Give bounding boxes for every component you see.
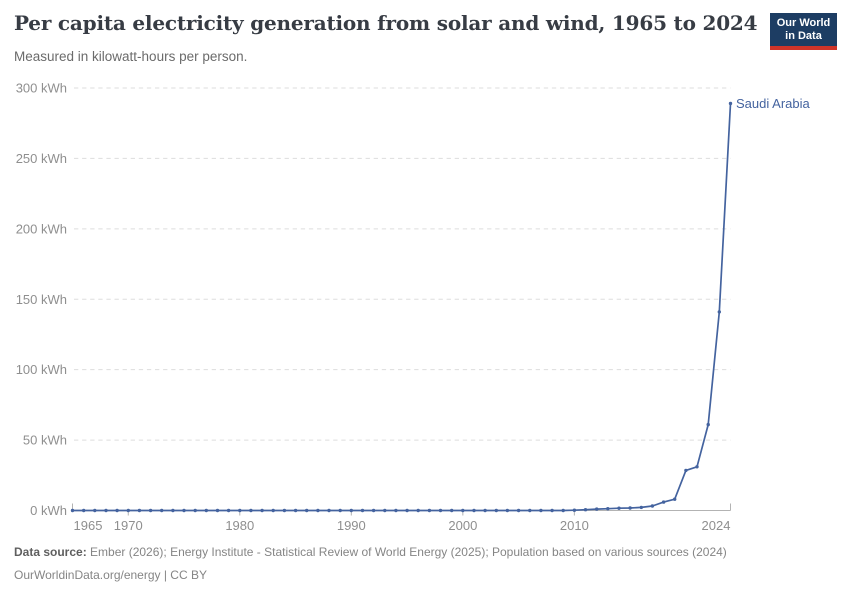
y-axis-tick-label: 0 kWh xyxy=(30,503,67,518)
data-source-label: Data source: xyxy=(14,545,87,559)
data-point-marker xyxy=(650,504,655,508)
data-point-marker xyxy=(606,507,610,511)
y-axis-tick-label: 200 kWh xyxy=(16,221,67,236)
data-point-marker xyxy=(305,508,309,513)
data-point-marker xyxy=(371,508,376,513)
y-axis-tick-label: 250 kWh xyxy=(16,151,67,166)
data-point-marker xyxy=(416,508,420,513)
data-point-marker xyxy=(583,508,588,512)
data-point-marker xyxy=(160,508,164,513)
data-point-marker xyxy=(148,508,153,513)
chart-footer: Data source: Ember (2026); Energy Instit… xyxy=(14,545,834,591)
data-point-marker xyxy=(360,508,365,513)
data-point-marker xyxy=(93,508,97,513)
data-point-marker xyxy=(204,508,208,513)
data-point-marker xyxy=(137,508,142,513)
data-point-marker xyxy=(472,508,476,513)
data-point-marker xyxy=(327,508,331,513)
data-point-marker xyxy=(494,508,498,513)
data-point-marker xyxy=(639,505,643,510)
chart-subtitle: Measured in kilowatt-hours per person. xyxy=(14,49,248,64)
data-point-marker xyxy=(82,508,86,513)
data-point-marker xyxy=(617,506,621,510)
x-axis-tick-label: 2010 xyxy=(560,518,589,533)
data-point-marker xyxy=(628,506,632,510)
data-point-marker xyxy=(115,508,119,513)
data-point-marker xyxy=(450,508,454,513)
data-source-text: Ember (2026); Energy Institute - Statist… xyxy=(86,545,727,559)
data-point-marker xyxy=(684,468,688,473)
x-axis-tick-label: 2024 xyxy=(702,518,731,533)
data-point-marker xyxy=(271,508,275,513)
data-point-marker xyxy=(427,508,432,513)
data-point-marker xyxy=(394,508,398,513)
data-point-marker xyxy=(238,508,242,513)
data-point-marker xyxy=(349,508,353,513)
data-source-line: Data source: Ember (2026); Energy Instit… xyxy=(14,545,834,559)
data-point-marker xyxy=(104,508,108,513)
data-point-marker xyxy=(516,508,521,513)
data-point-marker xyxy=(282,508,287,513)
data-point-marker xyxy=(661,500,666,504)
y-axis-tick-label: 50 kWh xyxy=(23,433,67,448)
data-point-marker xyxy=(595,507,599,511)
x-axis-tick-label: 2000 xyxy=(448,518,477,533)
data-point-marker xyxy=(193,508,197,513)
data-point-marker xyxy=(226,508,231,513)
owid-logo-line1: Our World xyxy=(776,16,831,29)
x-axis-tick-label: 1965 xyxy=(74,518,103,533)
data-point-marker xyxy=(249,508,253,513)
data-point-marker xyxy=(561,508,565,513)
data-point-marker xyxy=(316,508,320,513)
license-line: OurWorldinData.org/energy | CC BY xyxy=(14,568,207,582)
data-point-marker xyxy=(483,508,487,513)
owid-logo-line2: in Data xyxy=(785,29,822,42)
data-point-marker xyxy=(550,508,554,513)
data-point-marker xyxy=(728,101,733,106)
x-axis-tick-label: 1980 xyxy=(225,518,254,533)
data-point-marker xyxy=(438,508,443,513)
data-point-marker xyxy=(717,310,721,314)
data-point-marker xyxy=(572,508,577,512)
data-point-marker xyxy=(293,508,298,513)
data-point-marker xyxy=(706,422,710,427)
data-point-marker xyxy=(383,508,387,513)
data-point-marker xyxy=(70,508,75,513)
y-axis-tick-label: 300 kWh xyxy=(16,81,67,96)
data-point-marker xyxy=(539,508,543,513)
data-point-marker xyxy=(405,508,409,513)
data-point-marker xyxy=(461,508,465,513)
data-point-marker xyxy=(505,508,510,513)
data-point-marker xyxy=(673,497,677,501)
data-point-marker xyxy=(126,508,130,513)
data-point-marker xyxy=(338,508,342,513)
data-point-marker xyxy=(182,508,186,513)
data-point-marker xyxy=(260,508,264,513)
chart-title: Per capita electricity generation from s… xyxy=(14,11,758,35)
x-axis-tick-label: 1990 xyxy=(337,518,366,533)
owid-logo: Our World in Data xyxy=(770,13,837,50)
x-axis-tick-label: 1970 xyxy=(114,518,143,533)
data-point-marker xyxy=(528,508,532,513)
data-point-marker xyxy=(215,508,220,513)
data-point-marker xyxy=(695,465,699,469)
series-end-label: Saudi Arabia xyxy=(736,96,810,111)
y-axis-tick-label: 150 kWh xyxy=(16,292,67,307)
series-line xyxy=(71,102,732,512)
y-axis-tick-label: 100 kWh xyxy=(16,362,67,377)
data-point-marker xyxy=(171,508,175,513)
